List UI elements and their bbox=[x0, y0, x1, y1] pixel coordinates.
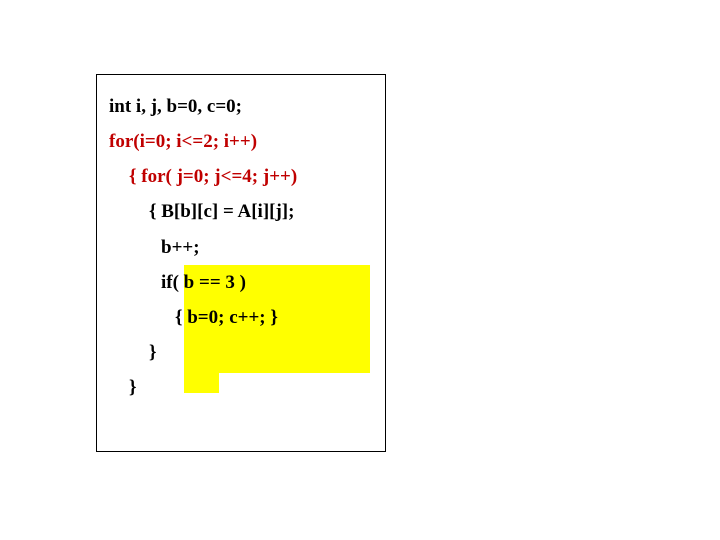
code-line: } bbox=[109, 335, 373, 370]
code-box: int i, j, b=0, c=0; for(i=0; i<=2; i++) … bbox=[96, 74, 386, 452]
code-line: { B[b][c] = A[i][j]; bbox=[109, 194, 373, 229]
code-line: int i, j, b=0, c=0; bbox=[109, 89, 373, 124]
code-line: if( b == 3 ) bbox=[109, 265, 373, 300]
code-line: { for( j=0; j<=4; j++) bbox=[109, 159, 373, 194]
code-line: b++; bbox=[109, 230, 373, 265]
code-line: } bbox=[109, 370, 373, 405]
code-line: { b=0; c++; } bbox=[109, 300, 373, 335]
code-line: for(i=0; i<=2; i++) bbox=[109, 124, 373, 159]
